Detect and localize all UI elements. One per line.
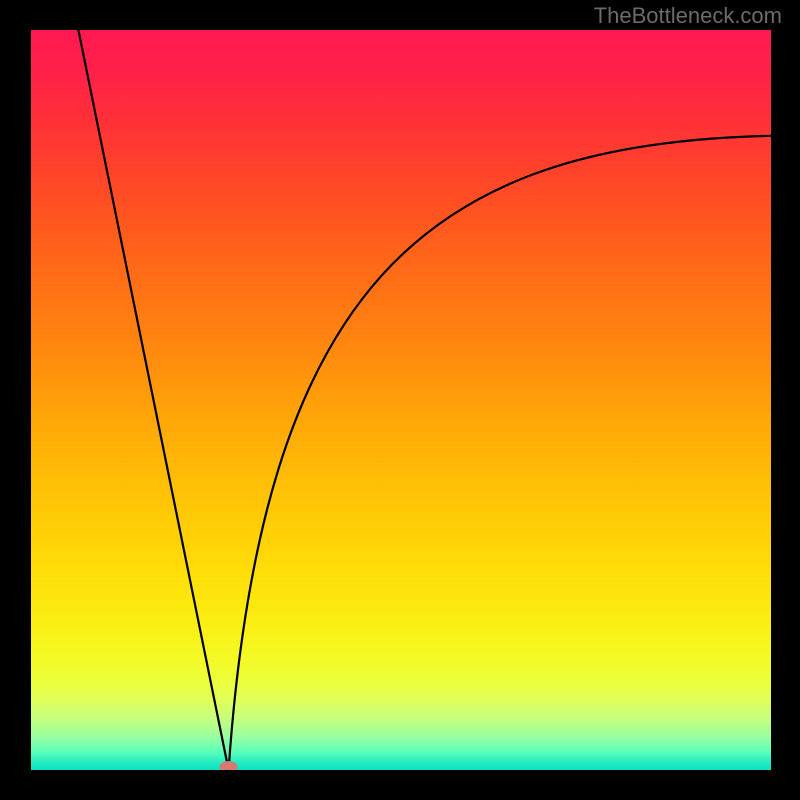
notch-marker	[220, 761, 238, 773]
bottleneck-curve	[0, 0, 800, 800]
chart-canvas: TheBottleneck.com	[0, 0, 800, 800]
watermark-text: TheBottleneck.com	[594, 3, 782, 29]
